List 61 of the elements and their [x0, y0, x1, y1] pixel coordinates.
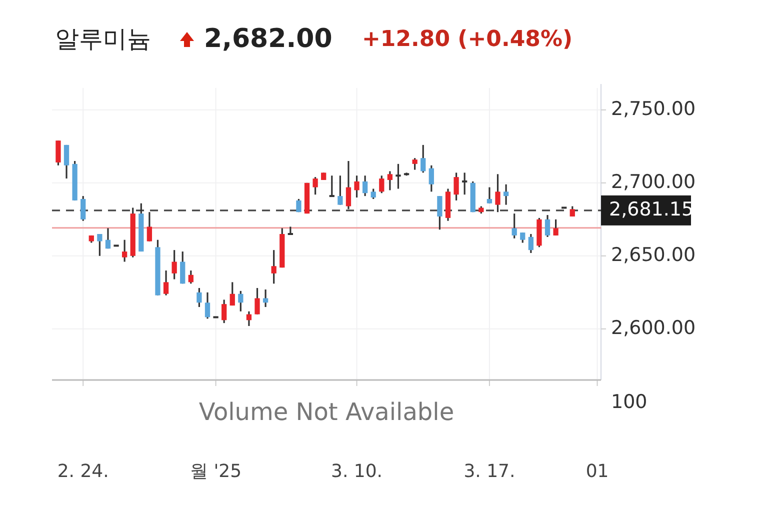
- y-tick-label: 2,600.00: [611, 317, 696, 340]
- candlestick: [338, 174, 343, 206]
- candlestick: [105, 227, 111, 250]
- candlestick: [312, 176, 318, 196]
- candlestick: [56, 140, 61, 166]
- candlestick: [246, 310, 252, 327]
- chart-title: 알루미늄: [55, 24, 151, 53]
- candlestick: [296, 198, 302, 213]
- candlestick: [387, 170, 393, 191]
- candlestick: [412, 157, 418, 171]
- candlestick: [570, 205, 575, 218]
- candlestick: [122, 239, 128, 263]
- ref-line-label: 2,681.15: [609, 198, 694, 221]
- candlestick: [188, 270, 194, 284]
- candlestick: [454, 172, 459, 202]
- candlestick: [97, 233, 102, 257]
- candlestick: [146, 211, 152, 242]
- x-tick-label: 월 '25: [190, 460, 242, 482]
- candlestick: [346, 160, 352, 210]
- x-tick-label: 3. 10.: [331, 460, 383, 482]
- text: Volume Not Available: [198, 398, 454, 426]
- candlestick: [172, 249, 177, 280]
- x-tick-label: 2. 24.: [57, 460, 109, 482]
- candlestick: [503, 184, 509, 206]
- text: 2,682.00: [204, 24, 332, 54]
- candlestick: [64, 144, 70, 180]
- candlestick: [553, 218, 558, 236]
- candlestick: [437, 195, 442, 230]
- candlestick: [271, 249, 276, 284]
- candlestick: [329, 174, 334, 198]
- candlestick: [520, 232, 526, 244]
- candlestick: [354, 174, 360, 198]
- candlestick: [204, 292, 210, 320]
- x-tick-label: 3. 17.: [464, 460, 516, 482]
- candlestick: [512, 212, 517, 240]
- candlestick: [230, 281, 235, 306]
- y-tick-label: 2,650.00: [611, 244, 696, 266]
- x-tick-label: 01: [586, 460, 609, 482]
- candlestick: [196, 287, 202, 308]
- candlestick: [254, 287, 260, 316]
- candlestick: [238, 290, 244, 312]
- candlestick: [486, 186, 492, 204]
- text: 100: [611, 391, 648, 414]
- candlestick: [180, 250, 186, 284]
- candlestick: [222, 298, 227, 324]
- candlestick: [528, 233, 534, 254]
- candlestick: [495, 173, 500, 213]
- candlestick: [163, 270, 169, 296]
- candlestick: [544, 214, 550, 238]
- candlestick: [80, 195, 86, 222]
- candlestick: [462, 172, 468, 196]
- candlestick: [262, 288, 268, 308]
- candlestick: [370, 188, 376, 200]
- candlestick: [379, 174, 384, 194]
- candlestick: [362, 174, 368, 197]
- candlestick: [428, 164, 434, 192]
- candlestick: [396, 163, 401, 190]
- y-tick-label: 2,700.00: [611, 171, 696, 194]
- candlestick: [420, 144, 426, 174]
- y-tick-label: 2,750.00: [611, 98, 696, 120]
- text: +12.80 (+0.48%): [362, 27, 573, 52]
